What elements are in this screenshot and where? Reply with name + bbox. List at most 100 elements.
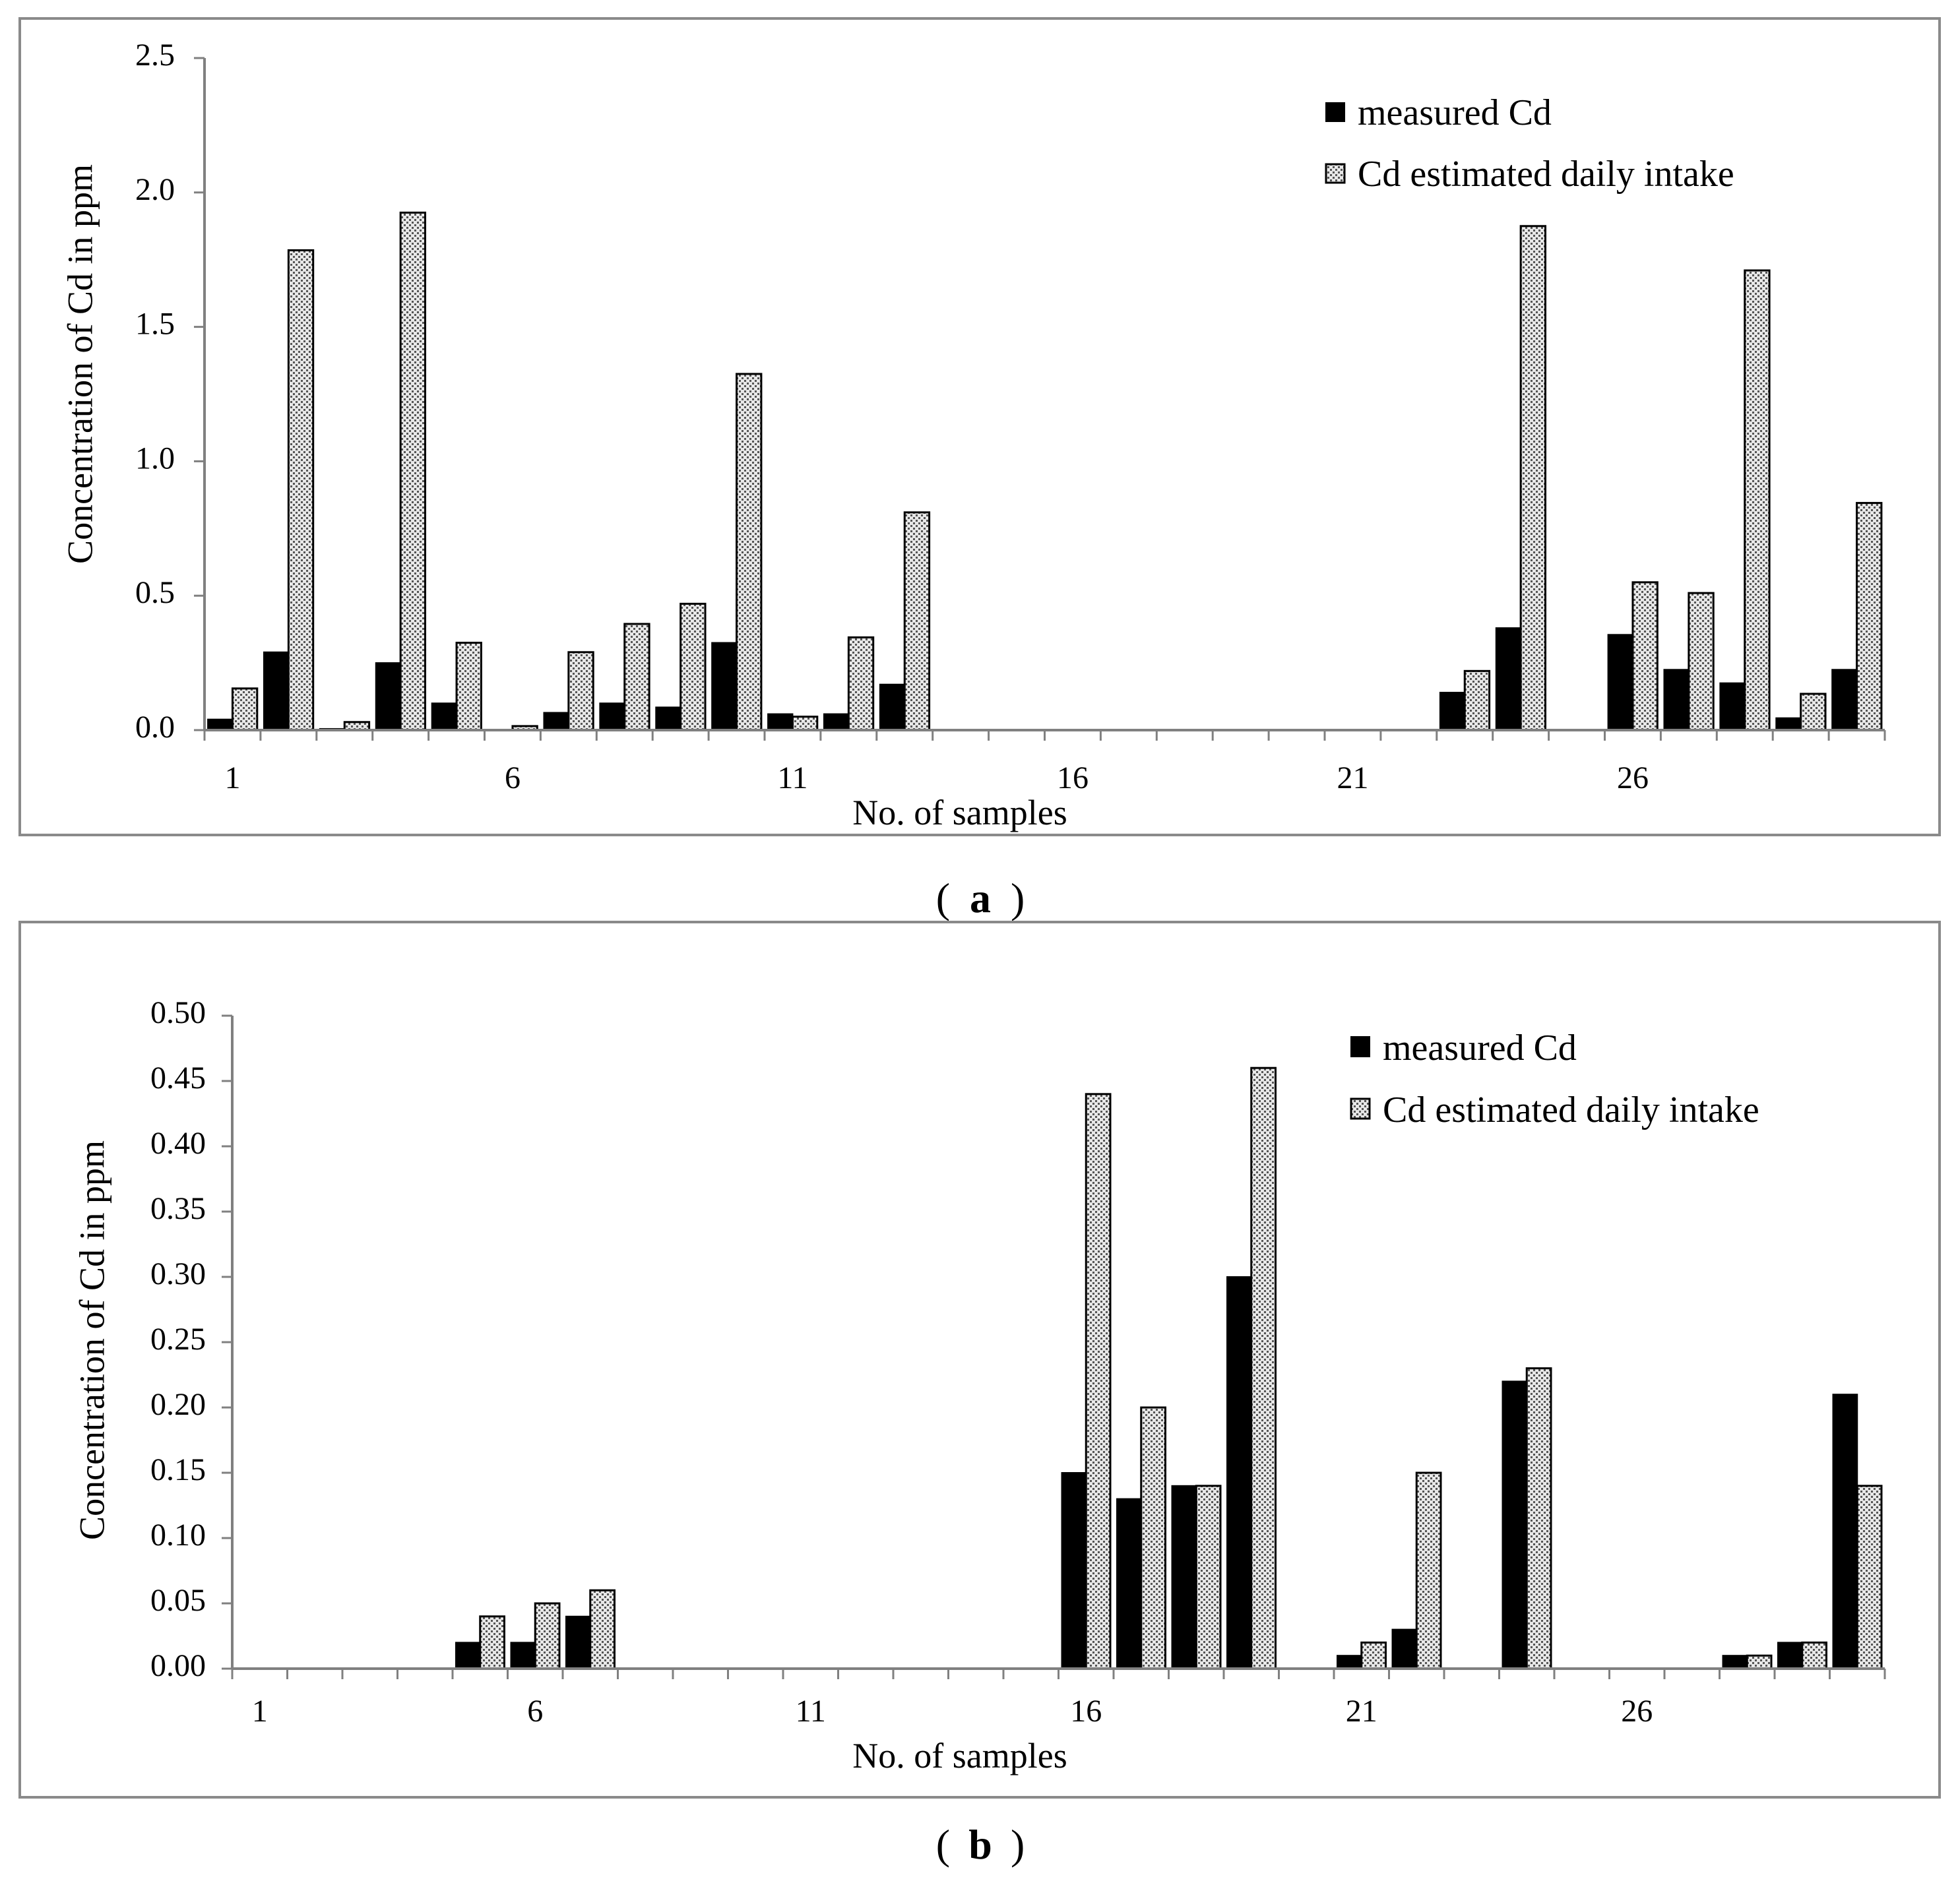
panel-a-bar-measured-1 — [207, 718, 234, 731]
panel-b-caption-close-paren: ) — [1011, 1821, 1025, 1868]
panel-a-y-tick-label: 1.5 — [135, 307, 175, 342]
panel-a-caption-close-paren: ) — [1011, 875, 1025, 921]
panel-a-bar-measured-2 — [263, 651, 290, 731]
panel-a-y-ticks: 0.0 0.5 1.0 1.5 2.0 2.5 — [135, 38, 205, 745]
panel-b-bar-measured-22 — [1391, 1628, 1418, 1670]
panel-a-y-tick-label: 2.5 — [135, 38, 175, 73]
panel-b-bar-estimated-22 — [1415, 1471, 1442, 1670]
panel-b: Concentration of Cd in ppm No. of sample… — [18, 921, 1941, 1799]
panel-b-legend-label-estimated: Cd estimated daily intake — [1383, 1090, 1759, 1130]
panel-a-legend-label-measured: measured Cd — [1358, 92, 1552, 133]
panel-b-y-tick-label: 0.30 — [150, 1256, 206, 1291]
panel-a-legend-label-estimated: Cd estimated daily intake — [1358, 154, 1734, 195]
panel-a-bar-estimated-26 — [1631, 581, 1659, 731]
panel-b-bar-estimated-21 — [1360, 1641, 1387, 1670]
panel-a-bar-measured-26 — [1607, 634, 1633, 731]
panel-b-frame — [18, 921, 1941, 1799]
panel-a-legend: measured Cd Cd estimated daily intake — [1325, 92, 1734, 195]
panel-b-x-tick-label: 11 — [796, 1694, 826, 1729]
panel-b-bar-estimated-6 — [534, 1602, 561, 1670]
panel-a-legend-swatch-measured — [1325, 102, 1345, 122]
panel-a-bar-measured-4 — [375, 662, 402, 731]
panel-a-x-tick-label: 26 — [1617, 760, 1649, 795]
panel-a-bar-estimated-29 — [1800, 693, 1827, 731]
panel-a-bar-estimated-23 — [1463, 669, 1491, 731]
panel-b-bar-measured-24 — [1502, 1380, 1528, 1669]
panel-a-bar-estimated-5 — [455, 642, 482, 731]
panel-a-x-ticks: 1 6 11 16 21 26 — [203, 730, 1886, 795]
panel-b-bar-measured-5 — [455, 1642, 481, 1669]
panel-a-bar-estimated-2 — [287, 249, 315, 731]
panel-a-bar-estimated-11 — [791, 716, 819, 731]
panel-a-caption: ( a ) — [936, 875, 1025, 921]
panel-a-y-tick-label: 0.5 — [135, 575, 175, 610]
panel-a-bar-estimated-8 — [623, 623, 650, 731]
panel-b-legend-swatch-estimated — [1350, 1097, 1371, 1120]
panel-b-bar-estimated-7 — [589, 1589, 616, 1670]
panel-b-bar-measured-19 — [1226, 1276, 1252, 1669]
panel-a-bar-estimated-30 — [1856, 502, 1883, 731]
panel-b-bars — [455, 1066, 1883, 1670]
panel-b-x-tick-label: 6 — [527, 1694, 543, 1729]
panel-b-bar-estimated-18 — [1195, 1485, 1222, 1670]
panel-b-y-tick-label: 0.20 — [150, 1387, 206, 1422]
panel-a-y-tick-label: 1.0 — [135, 441, 175, 476]
panel-b-bar-measured-29 — [1777, 1642, 1803, 1669]
panel-a-bar-measured-23 — [1439, 691, 1466, 731]
panel-a-y-tick-label: 2.0 — [135, 172, 175, 207]
panel-b-bar-estimated-29 — [1801, 1641, 1827, 1670]
panel-b-bar-estimated-19 — [1250, 1066, 1277, 1670]
panel-b-y-tick-label: 0.05 — [150, 1583, 206, 1618]
panel-a-bar-estimated-9 — [680, 602, 707, 731]
panel-a-legend-swatch-estimated — [1325, 163, 1346, 184]
panel-b-caption-open-paren: ( — [936, 1821, 950, 1868]
panel-a-bar-estimated-27 — [1688, 592, 1715, 731]
panel-b-y-axis-title: Concentration of Cd in ppm — [72, 1140, 111, 1540]
panel-b-y-ticks: 0.00 0.05 0.10 0.15 0.20 0.25 0.30 0.35 0.40 0.45… — [150, 995, 232, 1683]
panel-a: Concentration of Cd in ppm No. of sample… — [18, 17, 1941, 836]
panel-a-caption-open-paren: ( — [936, 875, 950, 921]
panel-b-bar-estimated-24 — [1525, 1367, 1552, 1670]
panel-b-x-tick-label: 16 — [1070, 1694, 1102, 1729]
panel-b-bar-estimated-16 — [1085, 1093, 1112, 1670]
panel-b-y-tick-label: 0.40 — [150, 1126, 206, 1161]
panel-b-bar-estimated-28 — [1746, 1654, 1773, 1670]
panel-a-x-tick-label: 6 — [505, 760, 521, 795]
panel-a-bar-estimated-10 — [736, 373, 763, 731]
panel-a-bar-measured-24 — [1495, 627, 1522, 731]
panel-a-bar-measured-10 — [711, 642, 738, 731]
panel-b-bar-measured-28 — [1722, 1655, 1748, 1669]
panel-b-bar-estimated-17 — [1140, 1406, 1166, 1670]
panel-a-bar-measured-5 — [431, 702, 458, 731]
panel-b-bar-measured-30 — [1832, 1394, 1858, 1669]
panel-b-bar-measured-6 — [510, 1642, 536, 1669]
panel-a-bars — [207, 211, 1883, 731]
panel-a-bar-estimated-24 — [1519, 225, 1547, 731]
panel-b-x-tick-label: 1 — [252, 1694, 268, 1729]
panel-a-bar-estimated-12 — [847, 636, 875, 731]
panel-a-x-tick-label: 11 — [777, 760, 807, 795]
panel-b-bar-estimated-5 — [479, 1615, 505, 1670]
panel-b-bar-measured-17 — [1116, 1498, 1142, 1670]
panel-a-bar-measured-29 — [1775, 717, 1802, 731]
panel-a-bar-estimated-7 — [567, 651, 594, 731]
panel-b-legend-swatch-measured — [1350, 1036, 1370, 1057]
panel-b-x-axis-title: No. of samples — [852, 1736, 1067, 1775]
panel-a-bar-measured-8 — [599, 702, 625, 731]
panel-a-bar-measured-9 — [655, 706, 681, 731]
panel-a-x-tick-label: 1 — [224, 760, 240, 795]
panel-a-bar-measured-30 — [1831, 669, 1858, 731]
panel-b-bar-measured-21 — [1337, 1655, 1362, 1669]
panel-a-bar-estimated-1 — [231, 687, 259, 731]
panel-b-x-ticks: 1 6 11 16 21 26 — [231, 1669, 1886, 1729]
panel-a-caption-letter: a — [970, 875, 991, 921]
panel-b-legend-label-measured: measured Cd — [1383, 1028, 1577, 1068]
panel-b-y-tick-label: 0.50 — [150, 995, 206, 1030]
panel-b-y-tick-label: 0.45 — [150, 1061, 206, 1096]
panel-b-y-tick-label: 0.25 — [150, 1322, 206, 1357]
panel-a-bar-measured-13 — [879, 683, 906, 731]
panel-a-bar-estimated-28 — [1744, 269, 1771, 731]
panel-b-caption: ( b ) — [936, 1821, 1025, 1868]
panel-a-bar-estimated-13 — [903, 511, 931, 731]
